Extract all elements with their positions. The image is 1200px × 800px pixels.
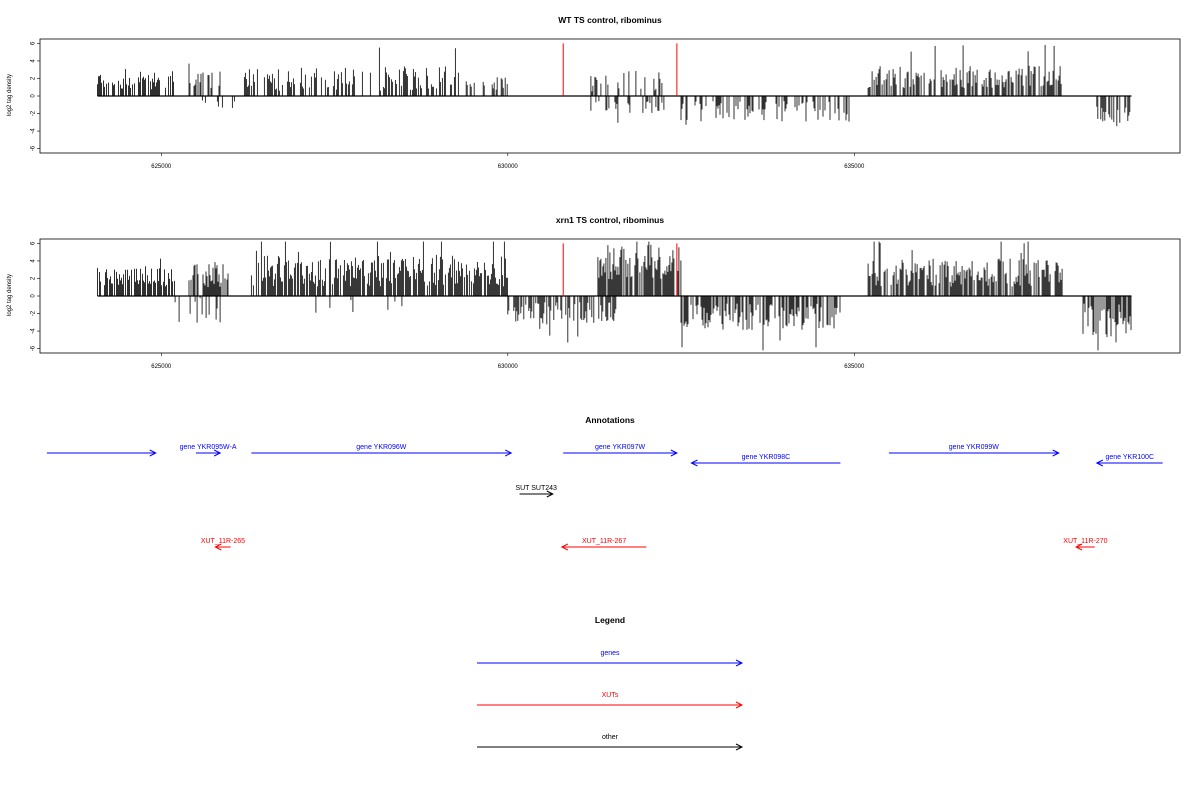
y-tick-label: 2: [31, 276, 37, 280]
marker-lines: [562, 243, 678, 296]
legend-label: other: [602, 734, 619, 741]
feature-arrowhead: [505, 449, 513, 457]
marker-lines: [562, 43, 678, 96]
feature-arrowhead: [690, 459, 698, 467]
feature-arrowhead: [1052, 449, 1060, 457]
feature-arrowhead: [1074, 543, 1083, 551]
legend-arrowhead: [735, 743, 744, 751]
y-tick-label: -6: [31, 345, 37, 351]
legend-items: genes XUTs other: [477, 650, 744, 751]
x-tick-label: 635000: [844, 164, 865, 170]
feature-arrowhead: [214, 543, 222, 551]
feature-arrowhead: [560, 543, 569, 551]
feature-label: gene YKR097W: [595, 444, 645, 451]
y-tick-label: -4: [31, 128, 37, 134]
feature-label: XUT_11R-267: [582, 538, 626, 545]
y-tick-label: 4: [31, 59, 37, 63]
x-tick-label: 635000: [844, 364, 865, 370]
feature-label: XUT_11R-270: [1063, 538, 1107, 545]
y-tick-label: 0: [31, 294, 37, 298]
panel-title: xrn1 TS control, ribominus: [556, 215, 664, 225]
feature-label: gene YKR098C: [742, 454, 791, 461]
annotations-track: Annotations gene YKR095W-A gene YKR096W ge…: [46, 415, 1163, 551]
y-tick-label: -6: [31, 145, 37, 151]
x-axis: 625000 630000 635000: [151, 353, 865, 370]
legend-title: Legend: [595, 615, 625, 625]
legend-label: XUTs: [602, 692, 619, 699]
feature-label: XUT_11R-265: [201, 538, 245, 545]
annotations-title: Annotations: [585, 415, 635, 425]
density-bars: [97, 44, 1131, 127]
y-axis-label: log2 tag density: [7, 274, 13, 316]
density-bars: [97, 241, 1132, 351]
annotation-features: gene YKR095W-A gene YKR096W gene YKR097W ge…: [46, 444, 1163, 551]
y-tick-label: 0: [31, 94, 37, 98]
x-tick-label: 630000: [498, 164, 519, 170]
feature-label: SUT SUT243: [515, 485, 557, 492]
feature-arrowhead: [1095, 459, 1104, 467]
feature-label: gene YKR096W: [356, 444, 406, 451]
y-tick-label: 2: [31, 76, 37, 80]
feature-arrowhead: [149, 449, 157, 457]
x-tick-label: 625000: [151, 164, 172, 170]
feature-label: gene YKR100C: [1105, 454, 1154, 461]
x-tick-label: 625000: [151, 364, 172, 370]
feature-arrowhead: [213, 449, 222, 457]
panel-title: WT TS control, ribominus: [558, 15, 662, 25]
feature-label: gene YKR099W: [949, 444, 999, 451]
x-tick-label: 630000: [498, 364, 519, 370]
feature-arrowhead: [546, 490, 554, 498]
legend-arrowhead: [735, 659, 744, 667]
feature-arrowhead: [670, 449, 678, 457]
y-axis: -6 -4 -2 0 2 4 6: [31, 241, 40, 351]
y-tick-label: -2: [31, 110, 37, 116]
y-axis-label: log2 tag density: [7, 74, 13, 116]
y-tick-label: 6: [31, 241, 37, 245]
y-tick-label: 6: [31, 41, 37, 45]
y-tick-label: -2: [31, 310, 37, 316]
track-panel-wt: WT TS control, ribominus log2 tag densit…: [7, 15, 1181, 170]
legend: Legend genes XUTs other: [477, 615, 744, 751]
track-panel-xrn1: xrn1 TS control, ribominus log2 tag dens…: [7, 215, 1181, 370]
y-axis: -6 -4 -2 0 2 4 6: [31, 41, 40, 151]
y-tick-label: 4: [31, 259, 37, 263]
y-tick-label: -4: [31, 328, 37, 334]
legend-label: genes: [600, 650, 620, 657]
feature-label: gene YKR095W-A: [180, 444, 237, 451]
legend-arrowhead: [735, 701, 744, 709]
x-axis: 625000 630000 635000: [151, 153, 865, 170]
